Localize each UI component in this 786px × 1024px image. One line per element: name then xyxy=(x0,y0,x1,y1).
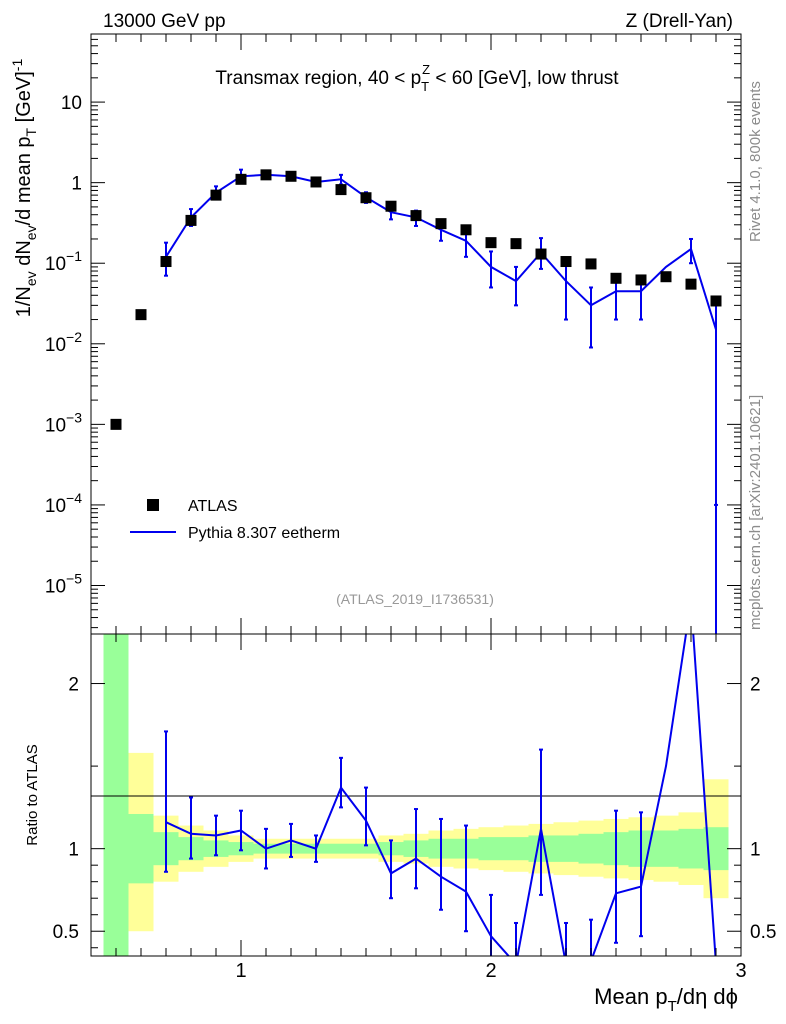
atlas-data-point xyxy=(560,256,572,268)
atlas-data-point xyxy=(510,238,522,250)
x-tick-label: 1 xyxy=(235,960,246,982)
main-data-marks xyxy=(110,168,722,634)
ratio-data-marks xyxy=(164,634,717,956)
main-y-tick-label: 10−1 xyxy=(45,248,82,275)
atlas-data-point xyxy=(285,170,297,182)
legend-atlas-label: ATLAS xyxy=(188,498,238,515)
ratio-inner-band xyxy=(103,634,129,956)
atlas-data-point xyxy=(360,192,372,204)
ratio-y-tick-label: 2 xyxy=(68,675,79,696)
main-y-axis-ticks: 10 1 10−1 10−2 10−3 10−4 10−5 xyxy=(45,33,742,634)
atlas-data-point xyxy=(710,295,722,307)
analysis-id-watermark: (ATLAS_2019_I1736531) xyxy=(336,591,494,607)
ratio-inner-band xyxy=(578,833,604,864)
ratio-inner-band xyxy=(553,835,579,862)
ratio-y-tick-label-right: 0.5 xyxy=(750,922,776,943)
main-y-tick-label: 10−4 xyxy=(45,490,82,517)
atlas-data-point xyxy=(635,274,647,286)
ratio-inner-band xyxy=(353,843,379,854)
atlas-data-point xyxy=(135,309,147,321)
main-y-tick-label: 10−2 xyxy=(45,329,82,356)
atlas-data-point xyxy=(535,248,547,260)
ratio-inner-band xyxy=(503,837,529,861)
ratio-y-tick-label: 1 xyxy=(68,840,79,861)
main-y-tick-label: 10 xyxy=(61,93,82,114)
ratio-inner-band xyxy=(478,837,504,861)
legend-atlas-marker xyxy=(147,499,159,511)
x-tick-label: 2 xyxy=(485,960,496,982)
main-y-tick-label: 10−3 xyxy=(45,409,82,436)
legend: ATLAS Pythia 8.307 eetherm xyxy=(130,498,340,542)
ratio-axis-ticks: 2 2 1 1 0.5 0.5 1 2 3 xyxy=(53,634,776,982)
atlas-data-point xyxy=(460,224,472,236)
atlas-data-point xyxy=(435,218,447,230)
ratio-panel xyxy=(103,634,729,956)
main-y-tick-label: 1 xyxy=(71,174,82,195)
x-tick-label: 3 xyxy=(735,960,746,982)
rivet-version-label: Rivet 4.1.0, 800k events xyxy=(747,81,764,242)
atlas-data-point xyxy=(410,210,422,222)
ratio-y-tick-label-right: 1 xyxy=(750,840,761,861)
atlas-data-point xyxy=(160,256,172,268)
atlas-data-point xyxy=(235,173,247,185)
atlas-data-point xyxy=(485,237,497,249)
header-process-label: Z (Drell-Yan) xyxy=(626,11,733,32)
ratio-inner-band xyxy=(128,813,154,884)
mcplots-reference-label: mcplots.cern.ch [arXiv:2401.10621] xyxy=(747,395,764,630)
atlas-data-point xyxy=(185,214,197,226)
atlas-data-point xyxy=(335,184,347,196)
ratio-inner-band xyxy=(328,843,354,854)
atlas-data-point xyxy=(110,418,122,430)
ratio-y-axis-label: Ratio to ATLAS xyxy=(24,744,41,845)
atlas-data-point xyxy=(685,278,697,290)
ratio-y-tick-label: 0.5 xyxy=(53,922,79,943)
atlas-data-point xyxy=(585,258,597,270)
atlas-data-point xyxy=(310,176,322,188)
ratio-inner-band xyxy=(678,828,704,869)
legend-pythia-label: Pythia 8.307 eetherm xyxy=(188,525,340,542)
chart-title: Transmax region, 40 < pTZ < 60 [GeV], lo… xyxy=(215,62,619,94)
atlas-data-point xyxy=(610,272,622,284)
atlas-data-point xyxy=(260,169,272,181)
ratio-inner-band xyxy=(653,830,679,867)
atlas-data-point xyxy=(385,200,397,212)
atlas-data-point xyxy=(660,271,672,283)
header-collision-label: 13000 GeV pp xyxy=(103,11,226,32)
main-y-tick-label: 10−5 xyxy=(45,570,82,597)
x-axis-label: Mean pT/dη dϕ xyxy=(594,984,738,1015)
ratio-y-tick-label-right: 2 xyxy=(750,675,761,696)
atlas-data-point xyxy=(210,189,222,201)
